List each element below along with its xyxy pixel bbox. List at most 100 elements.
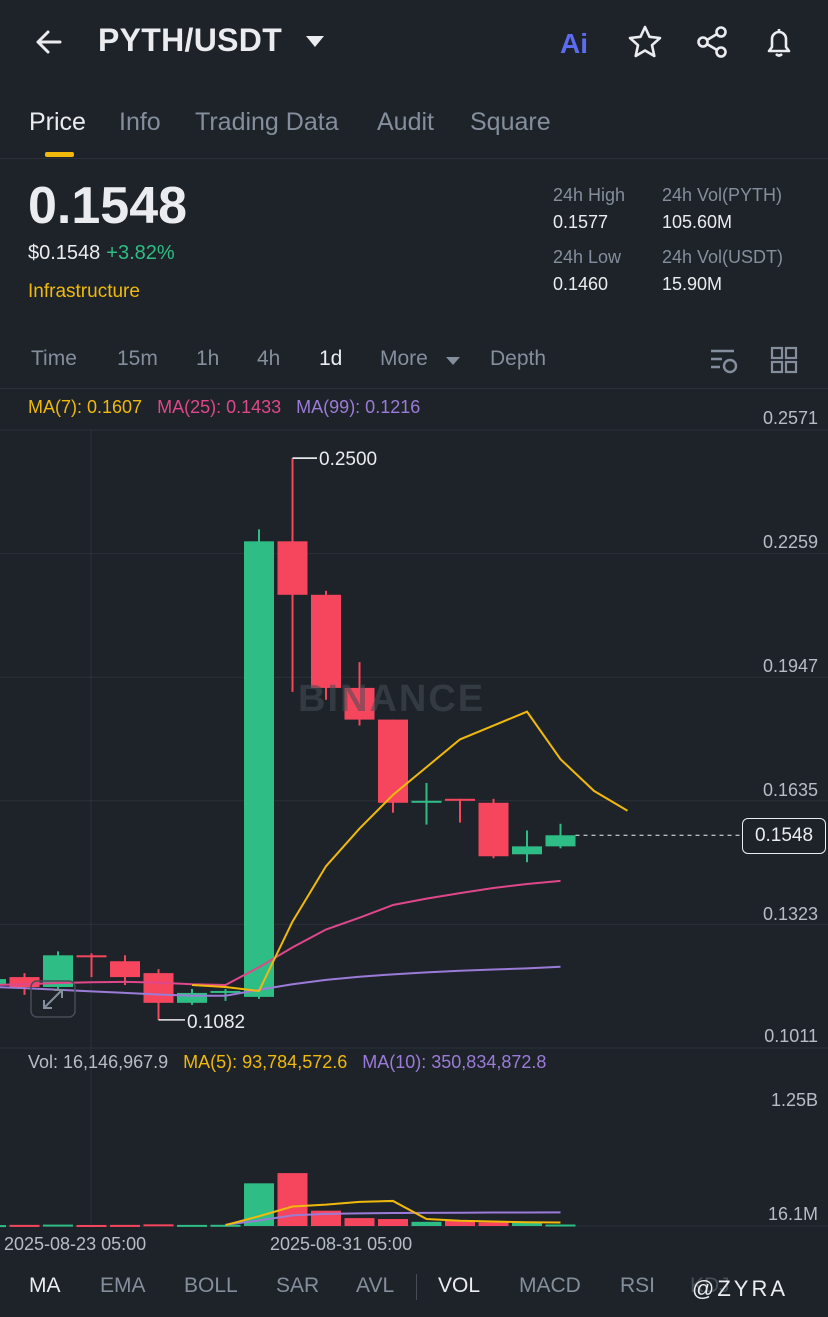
ind-vol[interactable]: VOL [438,1274,481,1297]
ind-ema[interactable]: EMA [100,1274,146,1297]
category-tag[interactable]: Infrastructure [28,281,140,302]
tab-square[interactable]: Square [470,108,551,136]
ind-sar[interactable]: SAR [276,1274,320,1297]
ind-kdj[interactable]: KDJ [690,1274,730,1297]
candle-body [110,961,140,978]
tab-trading-data[interactable]: Trading Data [195,108,339,136]
ma99-line [0,965,561,997]
expand-icon[interactable] [30,980,76,1018]
ai-label: Ai [560,28,588,59]
more-chevron-icon[interactable] [446,357,460,365]
volume-bar [478,1222,509,1226]
stat-low-value: 0.1460 [553,274,609,294]
stat-low-label: 24h Low [553,247,622,267]
zyra-overlay: @ZYRA [692,1276,789,1301]
vol-ma10-label: MA(10): 350,834,872.8 [362,1052,547,1072]
volume-bar [512,1222,542,1226]
max-price-annotation: 0.2500 [319,449,378,470]
candle-body [277,541,308,595]
back-arrow-icon[interactable] [30,22,70,62]
stat-vol-base-value: 105.60M [662,212,733,232]
binance-watermark: BINANCE [298,678,486,720]
volume-bar [9,1224,40,1227]
usd-price-value: $0.1548 [28,242,101,264]
indicator-divider [416,1274,417,1300]
last-price: 0.1548 [28,177,188,235]
ma-legend: MA(7): 0.1607 MA(25): 0.1433 MA(99): 0.1… [28,397,420,418]
vol-ma5-label: MA(5): 93,784,572.6 [183,1052,348,1072]
tf-depth[interactable]: Depth [490,347,547,370]
active-tab-indicator [45,152,74,157]
candle-body [411,800,442,803]
candle-body [177,992,207,1003]
candle-body [545,835,576,847]
tab-price[interactable]: Price [29,108,86,136]
volume-bar [43,1224,73,1227]
volume-bar [545,1224,576,1227]
x-axis-label: 2025-08-23 05:00 [4,1234,147,1254]
chart-settings-icon[interactable] [708,346,740,376]
tf-4h[interactable]: 4h [257,347,281,370]
grid-layout-icon[interactable] [770,346,798,374]
vol-label: Vol: 16,146,967.9 [28,1052,169,1072]
candle-body [244,541,274,997]
volume-bar [445,1220,475,1226]
ai-icon[interactable]: Ai [560,28,588,60]
vol-ma5-line [225,1199,561,1227]
volume-axis-label: 1.25B [770,1090,818,1110]
candle-body [445,798,475,801]
vol-ma10-line [225,1211,561,1226]
volume-legend: Vol: 16,146,967.9 MA(5): 93,784,572.6 MA… [28,1052,546,1073]
volume-bar [411,1221,442,1226]
tf-time[interactable]: Time [31,347,77,370]
volume-bar [244,1183,274,1226]
ind-macd[interactable]: MACD [519,1274,581,1297]
tf-1h[interactable]: 1h [196,347,220,370]
tf-1d[interactable]: 1d [319,347,343,370]
tf-more[interactable]: More [380,347,428,370]
stat-high-label: 24h High [553,185,626,205]
stat-high-value: 0.1577 [553,212,609,232]
ma25-label: MA(25): 0.1433 [157,397,282,417]
ind-ma[interactable]: MA [29,1274,61,1297]
ind-avl[interactable]: AVL [356,1274,395,1297]
candle-body [512,846,542,855]
price-axis-label: 0.1011 [764,1026,818,1046]
candle-body [0,979,6,986]
ma25-line [0,879,561,987]
ma7-label: MA(7): 0.1607 [28,397,143,417]
tab-info[interactable]: Info [119,108,161,136]
min-price-annotation: 0.1082 [187,1012,246,1033]
volume-bar [0,1225,6,1228]
candle-body [76,955,107,958]
candle-body [311,594,341,688]
share-icon[interactable] [694,24,730,60]
pair-title[interactable]: PYTH/USDT [98,22,283,58]
volume-bar [311,1210,341,1226]
bell-icon[interactable] [761,24,797,60]
tab-audit[interactable]: Audit [377,108,434,136]
current-price-tag: 0.1548 [742,818,826,854]
ind-rsi[interactable]: RSI [620,1274,656,1297]
tf-15m[interactable]: 15m [117,347,158,370]
chevron-down-icon[interactable] [306,36,324,47]
ma99-label: MA(99): 0.1216 [296,397,421,417]
volume-bar [277,1173,308,1226]
ind-boll[interactable]: BOLL [184,1274,238,1297]
price-axis-label: 0.1635 [762,780,818,800]
volume-bar [177,1224,207,1227]
stat-vol-quote-value: 15.90M [662,274,723,294]
volume-bar [143,1224,174,1227]
price-change: +3.82% [106,242,175,264]
volume-axis-label: 16.1M [767,1204,818,1224]
ma7-line [191,710,629,993]
usd-price: $0.1548 +3.82% [28,242,175,265]
stat-vol-base-label: 24h Vol(PYTH) [662,185,783,205]
price-axis-label: 0.2259 [762,532,818,552]
price-axis-label: 0.1323 [762,904,818,924]
star-icon[interactable] [627,24,663,60]
price-axis-label: 0.1947 [762,656,818,676]
candle-body [143,973,174,1003]
top-tabs: Price Info Trading Data Audit Square [0,100,828,159]
volume-bar [344,1218,375,1226]
